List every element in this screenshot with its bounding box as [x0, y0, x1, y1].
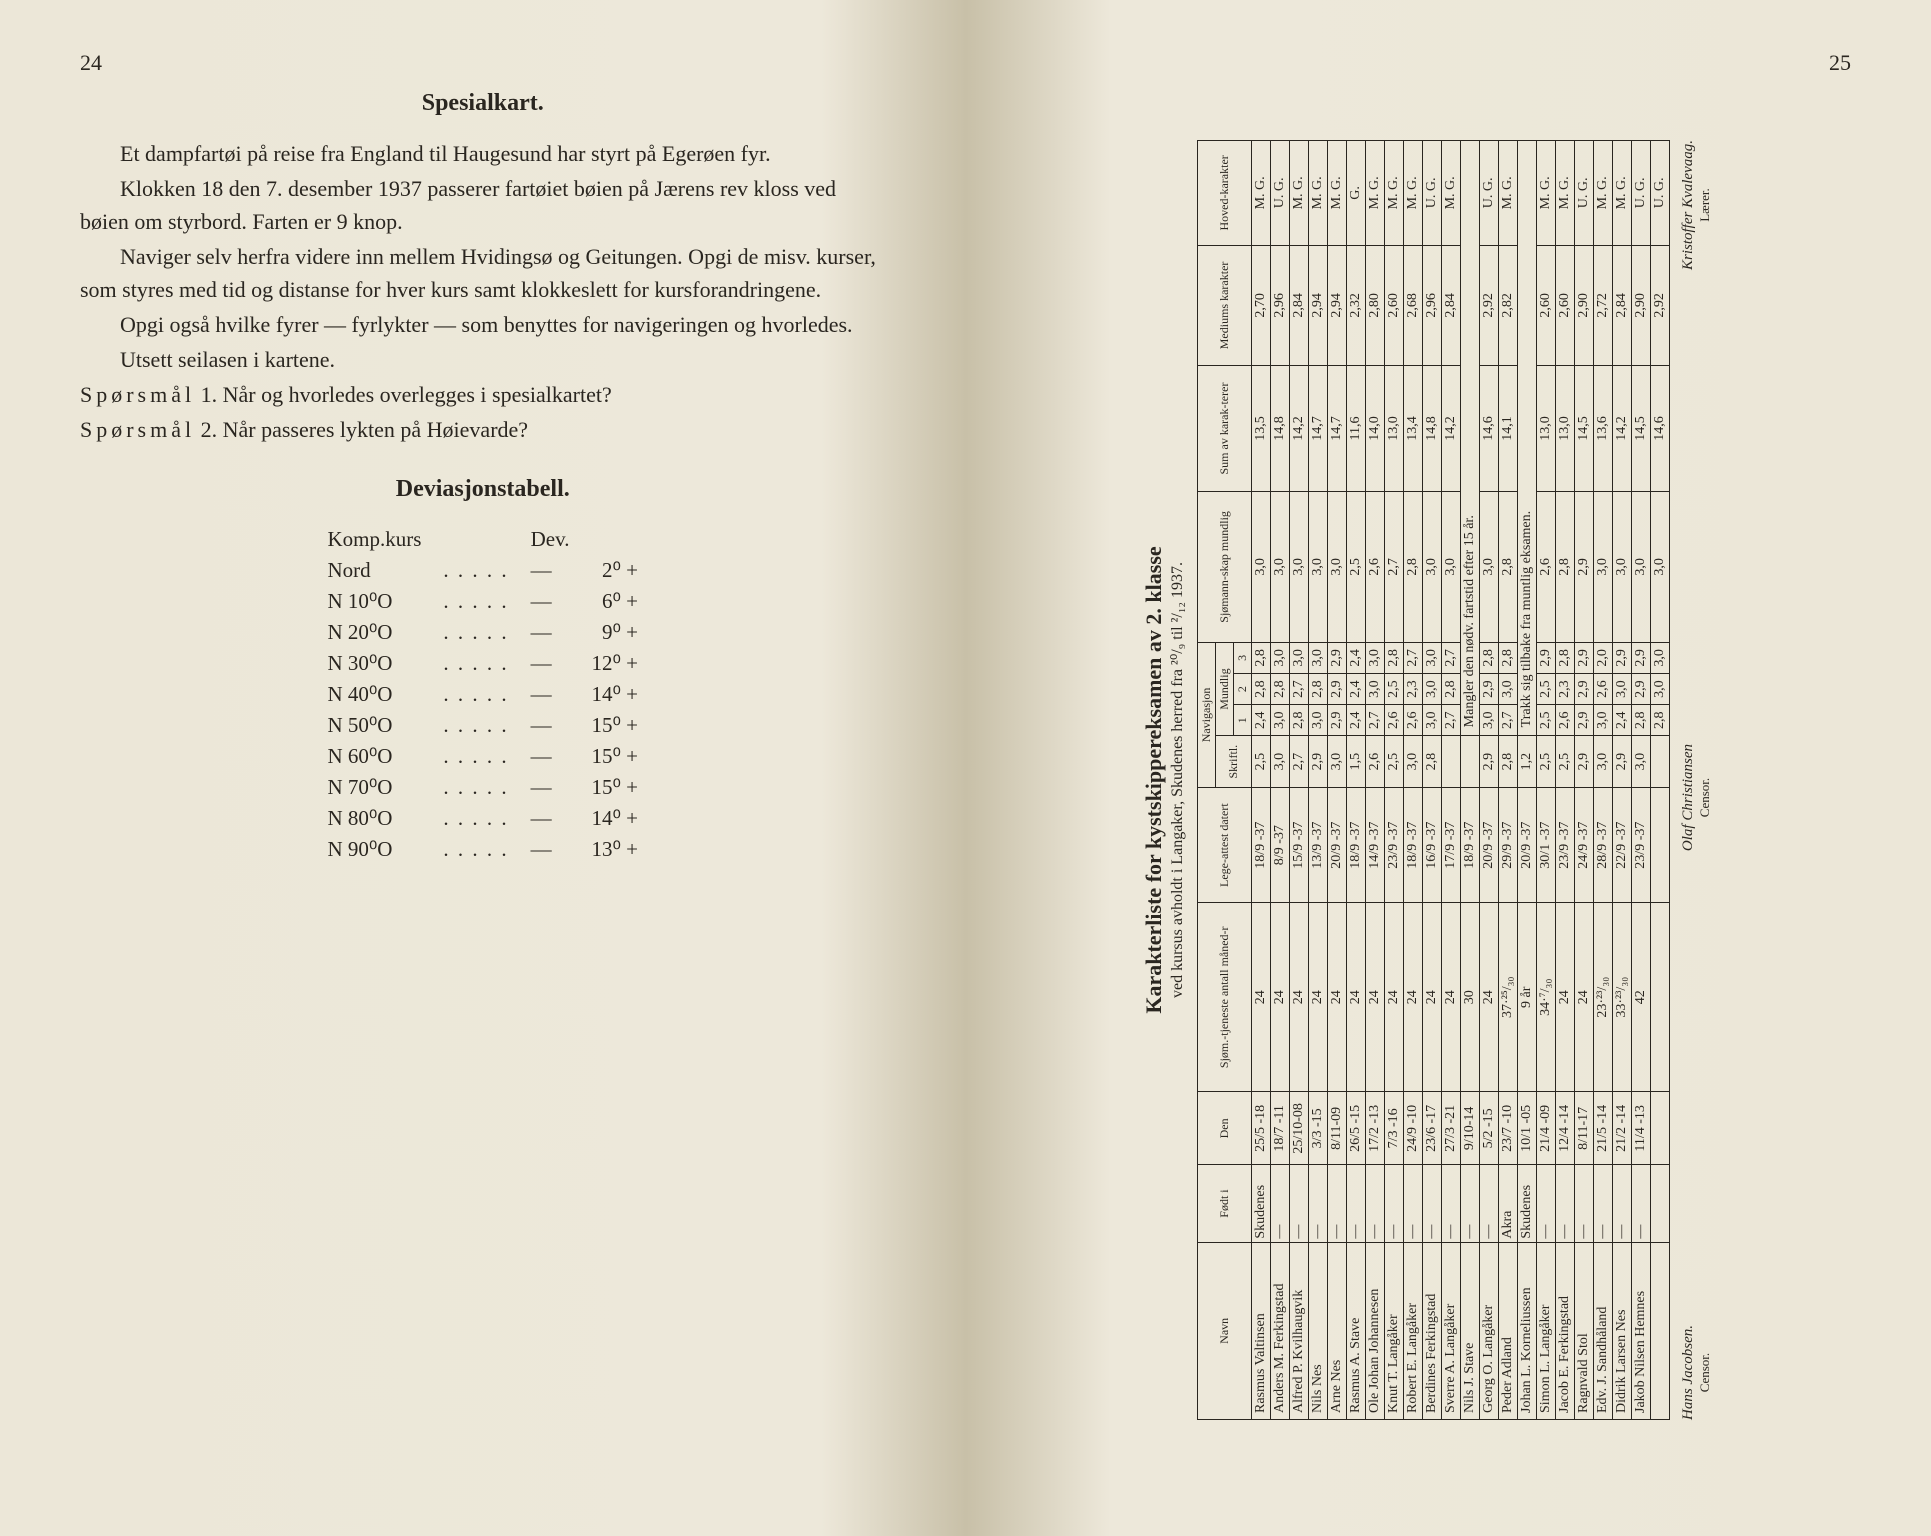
- left-page: 24 Spesialkart. Et dampfartøi på reise f…: [0, 0, 966, 1536]
- grade-table: Navn Født i Den Sjøm.-tjeneste antall må…: [1197, 140, 1670, 1420]
- dev-row: N 60⁰O. . . . .—15⁰ +: [317, 742, 648, 771]
- grade-row: Nils J. Stave—9/10-143018/9 -37Mangler d…: [1460, 141, 1479, 1420]
- sig-3: Kristoffer Kvalevaag.Lærer.: [1680, 140, 1714, 270]
- deviasjon-table: Komp.kursDev. Nord. . . . .—2⁰ +N 10⁰O. …: [315, 523, 650, 866]
- dev-row: N 90⁰O. . . . .—13⁰ +: [317, 835, 648, 864]
- grade-row: Ragnvald Stol—8/11-172424/9 -372,92,92,9…: [1574, 141, 1593, 1420]
- grade-row: Georg O. Langåker—5/2 -152420/9 -372,93,…: [1479, 141, 1498, 1420]
- para-4: Opgi også hvilke fyrer — fyrlykter — som…: [80, 308, 886, 341]
- dev-row: Nord. . . . .—2⁰ +: [317, 556, 648, 585]
- grade-row: Johan L. KorneliussenSkudenes10/1 -059 å…: [1517, 141, 1536, 1420]
- grade-row: Simon L. Langåker—21/4 -0934·⁷/₃₀30/1 -3…: [1536, 141, 1555, 1420]
- grade-row: Arne Nes—8/11-092420/9 -373,02,92,92,93,…: [1327, 141, 1346, 1420]
- dev-row: N 20⁰O. . . . .—9⁰ +: [317, 618, 648, 647]
- grade-row: Didrik Larsen Nes—21/2 -1433·²³/₃₀22/9 -…: [1612, 141, 1631, 1420]
- grade-row: Anders M. Ferkingstad—18/7 -11248/9 -373…: [1270, 141, 1289, 1420]
- grade-row: Jacob E. Ferkingstad—12/4 -142423/9 -372…: [1555, 141, 1574, 1420]
- signatures: Hans Jacobsen.Censor. Olaf ChristiansenC…: [1680, 140, 1714, 1420]
- grade-row: Rasmus A. Stave—26/5 -152418/9 -371,52,4…: [1346, 141, 1365, 1420]
- question-2: Spørsmål 2. Når passeres lykten på Høiev…: [80, 413, 886, 446]
- spesialkart-title: Spesialkart.: [80, 90, 886, 117]
- grade-subtitle: ved kursus avholdt i Langaker, Skudenes …: [1167, 140, 1187, 1420]
- grade-row: Ole Johan Johannesen—17/2 -132414/9 -372…: [1365, 141, 1384, 1420]
- sig-2: Olaf ChristiansenCensor.: [1680, 744, 1714, 851]
- page-number-right: 25: [1829, 50, 1851, 76]
- grade-row: Sverre A. Langåker—27/3 -212417/9 -372,7…: [1441, 141, 1460, 1420]
- grade-row: Edv. J. Sandhåland—21/5 -1423·²³/₃₀28/9 …: [1593, 141, 1612, 1420]
- dev-row: N 30⁰O. . . . .—12⁰ +: [317, 649, 648, 678]
- para-3: Naviger selv herfra videre inn mellem Hv…: [80, 240, 886, 306]
- dev-row: N 80⁰O. . . . .—14⁰ +: [317, 804, 648, 833]
- grade-row: 2,83,03,03,014,62,92U. G.: [1650, 141, 1669, 1420]
- grade-row: Knut T. Langåker—7/3 -162423/9 -372,52,6…: [1384, 141, 1403, 1420]
- page-number-left: 24: [80, 50, 102, 76]
- rotated-grade-sheet: Karakterliste for kystskippereksamen av …: [1141, 140, 1881, 1420]
- para-1: Et dampfartøi på reise fra England til H…: [80, 137, 886, 170]
- dev-row: N 50⁰O. . . . .—15⁰ +: [317, 711, 648, 740]
- grade-row: Berdines Ferkingstad—23/6 -172416/9 -372…: [1422, 141, 1441, 1420]
- dev-title: Deviasjonstabell.: [80, 476, 886, 503]
- grade-row: Robert E. Langåker—24/9 -102418/9 -373,0…: [1403, 141, 1422, 1420]
- para-2: Klokken 18 den 7. desember 1937 passerer…: [80, 172, 886, 238]
- grade-title: Karakterliste for kystskippereksamen av …: [1141, 140, 1167, 1420]
- dev-row: N 10⁰O. . . . .—6⁰ +: [317, 587, 648, 616]
- right-page: 25 Karakterliste for kystskippereksamen …: [966, 0, 1931, 1536]
- dev-row: N 70⁰O. . . . .—15⁰ +: [317, 773, 648, 802]
- grade-row: Peder AdlandAkra23/7 -1037·²⁵/₃₀29/9 -37…: [1498, 141, 1517, 1420]
- para-5: Utsett seilasen i kartene.: [80, 343, 886, 376]
- sig-1: Hans Jacobsen.Censor.: [1680, 1325, 1714, 1420]
- grade-row: Nils Nes—3/3 -152413/9 -372,93,02,83,03,…: [1308, 141, 1327, 1420]
- question-1: Spørsmål 1. Når og hvorledes overlegges …: [80, 378, 886, 411]
- grade-row: Rasmus ValtinsenSkudenes25/5 -182418/9 -…: [1251, 141, 1270, 1420]
- grade-row: Alfred P. Kvilhaugvik—25/10-082415/9 -37…: [1289, 141, 1308, 1420]
- dev-row: N 40⁰O. . . . .—14⁰ +: [317, 680, 648, 709]
- grade-row: Jakob Nilsen Hemnes—11/4 -134223/9 -373,…: [1631, 141, 1650, 1420]
